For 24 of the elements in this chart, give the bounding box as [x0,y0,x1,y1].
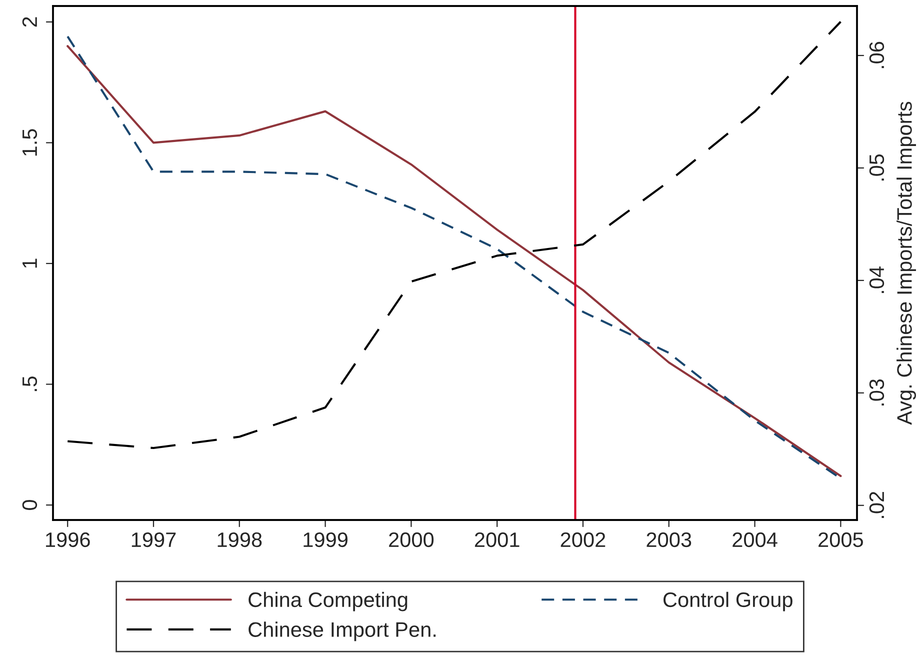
y2-axis-title: Avg. Chinese Imports/Total Imports [896,102,916,425]
x-tick-label: 1997 [132,532,176,548]
y2-tick-label: .05 [869,154,884,181]
x-tick-label: 2004 [732,532,778,548]
x-tick-label: 1996 [46,532,90,548]
x-tick-label: 1998 [218,532,262,548]
legend-label: Control Group [664,592,792,612]
x-tick-label: 2000 [389,532,434,548]
y2-tick-label: .03 [869,379,884,406]
y2-tick-label: .04 [869,266,884,294]
x-tick-label: 2001 [474,532,520,548]
y-tick-label: 0 [22,500,38,510]
legend-label: China Competing [248,592,408,612]
y-tick-label: 1.5 [22,129,38,156]
y-tick-label: 2 [22,17,37,27]
legend-label: Chinese Import Pen. [248,622,436,642]
x-tick-label: 2003 [646,532,692,548]
y-tick-label: .5 [22,376,38,392]
x-tick-label: 2002 [560,532,606,548]
x-tick-label: 1999 [304,532,348,548]
y-tick-label: 1 [22,258,37,268]
y2-tick-label: .06 [869,42,884,68]
x-tick-label: 2005 [818,532,863,548]
y2-tick-label: .02 [869,492,884,518]
